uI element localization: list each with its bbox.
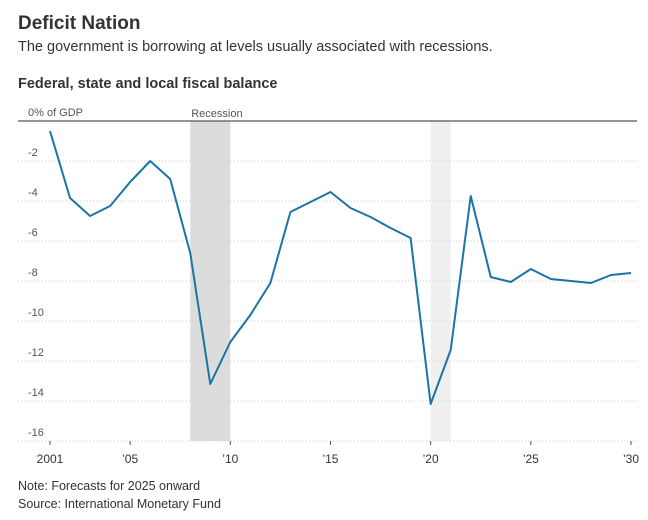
y-tick-label: -14 — [28, 387, 44, 399]
y-tick-label: -10 — [28, 307, 44, 319]
x-tick-label: ’25 — [523, 452, 539, 466]
shaded-range-label: Recession — [191, 108, 242, 120]
y-tick-label: 0% of GDP — [28, 107, 83, 119]
y-tick-label: -6 — [28, 227, 38, 239]
x-tick-label: ’20 — [423, 452, 439, 466]
y-tick-label: -8 — [28, 267, 38, 279]
chart-title: Federal, state and local fiscal balance — [18, 76, 278, 92]
y-tick-label: -4 — [28, 187, 38, 199]
title: Deficit Nation — [18, 13, 140, 34]
y-tick-label: -2 — [28, 147, 38, 159]
y-tick-label: -12 — [28, 347, 44, 359]
note: Note: Forecasts for 2025 onward — [18, 479, 200, 493]
x-tick-label: ’30 — [623, 452, 639, 466]
x-tick-label: ’15 — [322, 452, 338, 466]
source: Source: International Monetary Fund — [18, 497, 221, 511]
y-tick-label: -16 — [28, 427, 44, 439]
line — [49, 130, 632, 405]
x-tick-label: ’10 — [222, 452, 238, 466]
x-tick-label: ’05 — [122, 452, 138, 466]
subtitle: The government is borrowing at levels us… — [18, 39, 493, 55]
x-tick-label: 2001 — [37, 452, 64, 466]
